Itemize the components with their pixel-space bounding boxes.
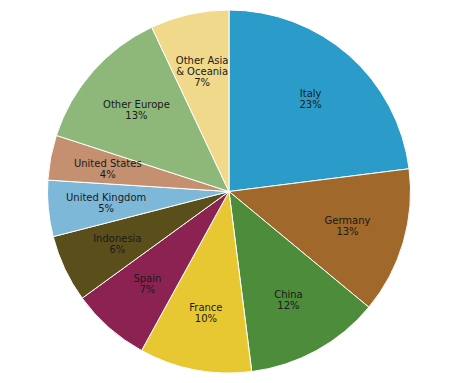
value-label: 12% <box>277 300 299 311</box>
label-line: China <box>274 288 303 299</box>
value-label: 6% <box>109 244 125 255</box>
value-label: 10% <box>195 313 217 324</box>
slices <box>47 10 410 373</box>
label-line: France <box>189 301 222 312</box>
category-label: France <box>189 301 222 312</box>
label-line: & Oceania <box>176 66 228 77</box>
chart: Italy23%Germany13%China12%France10%Spain… <box>0 0 458 383</box>
category-label: China <box>274 288 303 299</box>
slice-label: Other Asia& Oceania7% <box>176 54 229 88</box>
label-line: Germany <box>325 215 371 226</box>
category-label: Other Europe <box>103 99 170 110</box>
value-label: 23% <box>300 99 322 110</box>
slice-label: United States4% <box>74 157 142 180</box>
value-label: 7% <box>194 77 210 88</box>
category-label: Germany <box>325 215 371 226</box>
label-line: Other Europe <box>103 99 170 110</box>
slice-label: Spain7% <box>133 273 161 296</box>
value-label: 13% <box>125 110 147 121</box>
category-label: United Kingdom <box>66 192 146 203</box>
label-line: Italy <box>300 88 322 99</box>
value-label: 13% <box>336 226 358 237</box>
category-label: Indonesia <box>93 233 141 244</box>
slice-label: Italy23% <box>300 88 322 111</box>
category-label: Other Asia& Oceania <box>176 54 229 77</box>
slice-label: China12% <box>274 288 303 311</box>
category-label: Italy <box>300 88 322 99</box>
value-label: 4% <box>100 169 116 180</box>
slice-label: United Kingdom5% <box>66 192 146 215</box>
slice <box>229 10 409 192</box>
label-line: Indonesia <box>93 233 141 244</box>
category-label: United States <box>74 157 142 168</box>
slice-label: France10% <box>189 301 222 324</box>
value-label: 5% <box>98 203 114 214</box>
slice-label: Indonesia6% <box>93 233 141 256</box>
label-line: Other Asia <box>176 54 229 65</box>
label-line: United Kingdom <box>66 192 146 203</box>
slice-label: Germany13% <box>325 215 371 238</box>
pie: Italy23%Germany13%China12%France10%Spain… <box>47 10 410 373</box>
category-label: Spain <box>133 273 161 284</box>
labels: Italy23%Germany13%China12%France10%Spain… <box>66 54 371 324</box>
slice-label: Other Europe13% <box>103 99 170 122</box>
value-label: 7% <box>139 284 155 295</box>
label-line: United States <box>74 157 142 168</box>
label-line: Spain <box>133 273 161 284</box>
